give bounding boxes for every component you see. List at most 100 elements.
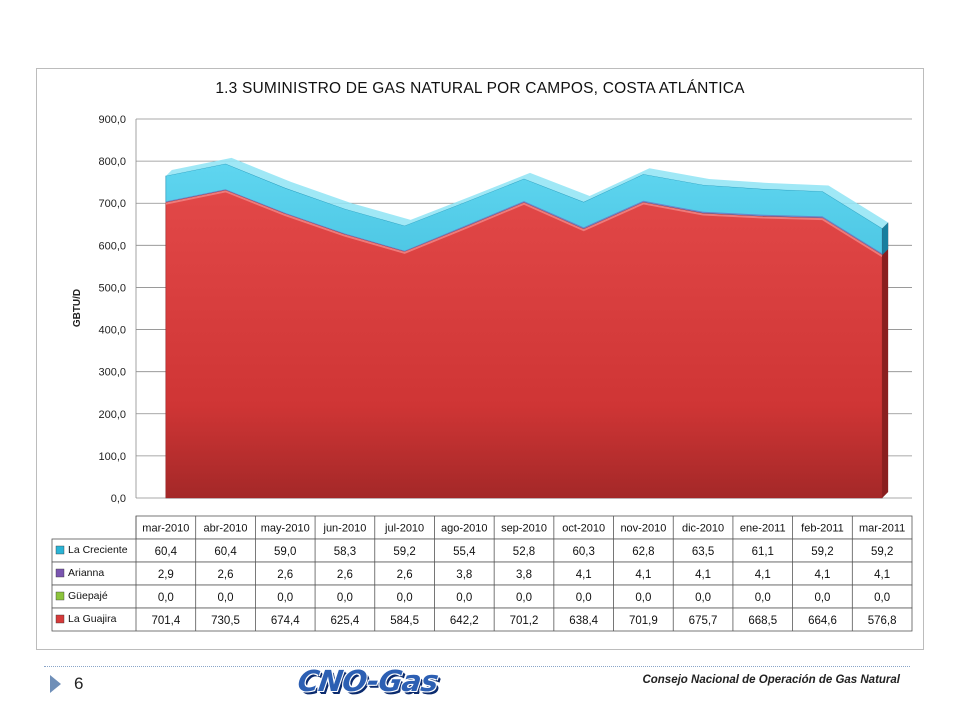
bullet-arrow-icon [50, 675, 61, 693]
data-label: 4,1 [576, 569, 592, 581]
data-label: 0,0 [218, 592, 234, 604]
data-label: 2,6 [277, 569, 293, 581]
data-label: 0,0 [695, 592, 711, 604]
y-tick-label: 900,0 [98, 114, 126, 126]
data-label: 0,0 [277, 592, 293, 604]
x-tick-label: oct-2010 [562, 523, 605, 535]
data-label: 0,0 [456, 592, 472, 604]
data-label: 2,6 [218, 569, 234, 581]
footer-divider [44, 666, 910, 667]
x-tick-label: mar-2010 [142, 523, 189, 535]
x-tick-label: feb-2011 [801, 523, 844, 535]
x-tick-label: nov-2010 [620, 523, 666, 535]
data-label: 60,4 [214, 546, 237, 558]
table-row [51, 584, 913, 609]
x-tick-label: abr-2010 [204, 523, 248, 535]
y-tick-label: 400,0 [98, 325, 126, 337]
data-label: 701,9 [629, 615, 658, 627]
data-label: 2,6 [397, 569, 413, 581]
x-tick-label: dic-2010 [682, 523, 724, 535]
y-tick-label: 200,0 [98, 409, 126, 421]
data-label: 2,9 [158, 569, 174, 581]
data-label: 59,2 [871, 546, 893, 558]
data-label: 60,4 [155, 546, 178, 558]
data-label: 63,5 [692, 546, 714, 558]
y-tick-label: 800,0 [98, 156, 126, 168]
legend-label: La Creciente [68, 544, 128, 556]
data-label: 701,4 [151, 615, 180, 627]
data-label: 642,2 [450, 615, 479, 627]
y-tick-label: 100,0 [98, 451, 126, 463]
legend-key [55, 591, 65, 601]
y-tick-label: 700,0 [98, 198, 126, 210]
data-label: 0,0 [158, 592, 174, 604]
data-label: 668,5 [748, 615, 777, 627]
x-tick-label: may-2010 [261, 523, 310, 535]
page-number: 6 [74, 674, 84, 693]
data-label: 52,8 [513, 546, 535, 558]
data-label: 2,6 [337, 569, 353, 581]
data-label: 0,0 [337, 592, 353, 604]
x-tick-label: ene-2011 [740, 523, 786, 535]
data-label: 59,2 [393, 546, 415, 558]
area-side-face [882, 222, 889, 498]
legend-key [55, 614, 65, 624]
data-label: 4,1 [635, 569, 651, 581]
data-label: 664,6 [808, 615, 837, 627]
footer-organization: Consejo Nacional de Operación de Gas Nat… [642, 674, 900, 686]
data-label: 4,1 [874, 569, 890, 581]
data-label: 576,8 [868, 615, 897, 627]
x-tick-label: sep-2010 [501, 523, 547, 535]
legend-label: Arianna [68, 567, 104, 579]
data-label: 638,4 [569, 615, 598, 627]
data-table: mar-2010 abr-2010 may-2010 jun-2010 jul-2010… [51, 515, 913, 632]
data-label: 675,7 [689, 615, 718, 627]
data-label: 0,0 [516, 592, 532, 604]
data-label: 730,5 [211, 615, 240, 627]
table-row [51, 538, 913, 563]
data-label: 59,2 [811, 546, 833, 558]
x-tick-label: ago-2010 [441, 523, 488, 535]
data-label: 4,1 [695, 569, 711, 581]
data-label: 61,1 [752, 546, 774, 558]
data-label: 4,1 [755, 569, 771, 581]
x-tick-label: jul-2010 [384, 523, 424, 535]
data-label: 62,8 [632, 546, 654, 558]
data-label: 55,4 [453, 546, 476, 558]
data-label: 3,8 [456, 569, 472, 581]
y-tick-label: 0,0 [111, 493, 126, 505]
legend-key [55, 568, 65, 578]
legend-label: Güepajé [68, 590, 108, 602]
y-tick-label: 300,0 [98, 367, 126, 379]
y-axis-label: GBTU/D [72, 289, 83, 327]
area-side-face-cyan [882, 222, 889, 256]
area-la-guajira-edge [165, 190, 883, 257]
data-label: 0,0 [397, 592, 413, 604]
chart-title: 1.3 SUMINISTRO DE GAS NATURAL POR CAMPOS… [215, 80, 745, 97]
data-label: 0,0 [635, 592, 651, 604]
data-label: 60,3 [572, 546, 594, 558]
x-tick-label: mar-2011 [859, 523, 905, 535]
data-label: 0,0 [814, 592, 830, 604]
legend-key [55, 545, 65, 555]
data-label: 0,0 [874, 592, 890, 604]
x-tick-label: jun-2010 [323, 523, 367, 535]
legend-label: La Guajira [68, 613, 117, 625]
data-label: 0,0 [755, 592, 771, 604]
data-label: 625,4 [331, 615, 360, 627]
table-row [51, 607, 913, 632]
data-label: 674,4 [271, 615, 300, 627]
data-label: 3,8 [516, 569, 532, 581]
data-label: 701,2 [510, 615, 539, 627]
y-tick-label: 500,0 [98, 282, 126, 294]
logo: CNO-Gas [295, 664, 441, 698]
data-label: 0,0 [576, 592, 592, 604]
data-label: 584,5 [390, 615, 419, 627]
data-label: 4,1 [814, 569, 830, 581]
y-tick-label: 600,0 [98, 240, 126, 252]
table-row [51, 561, 913, 586]
area-la-creciente-top [165, 157, 889, 229]
area-la-guajira [165, 190, 883, 499]
data-label: 58,3 [334, 546, 356, 558]
